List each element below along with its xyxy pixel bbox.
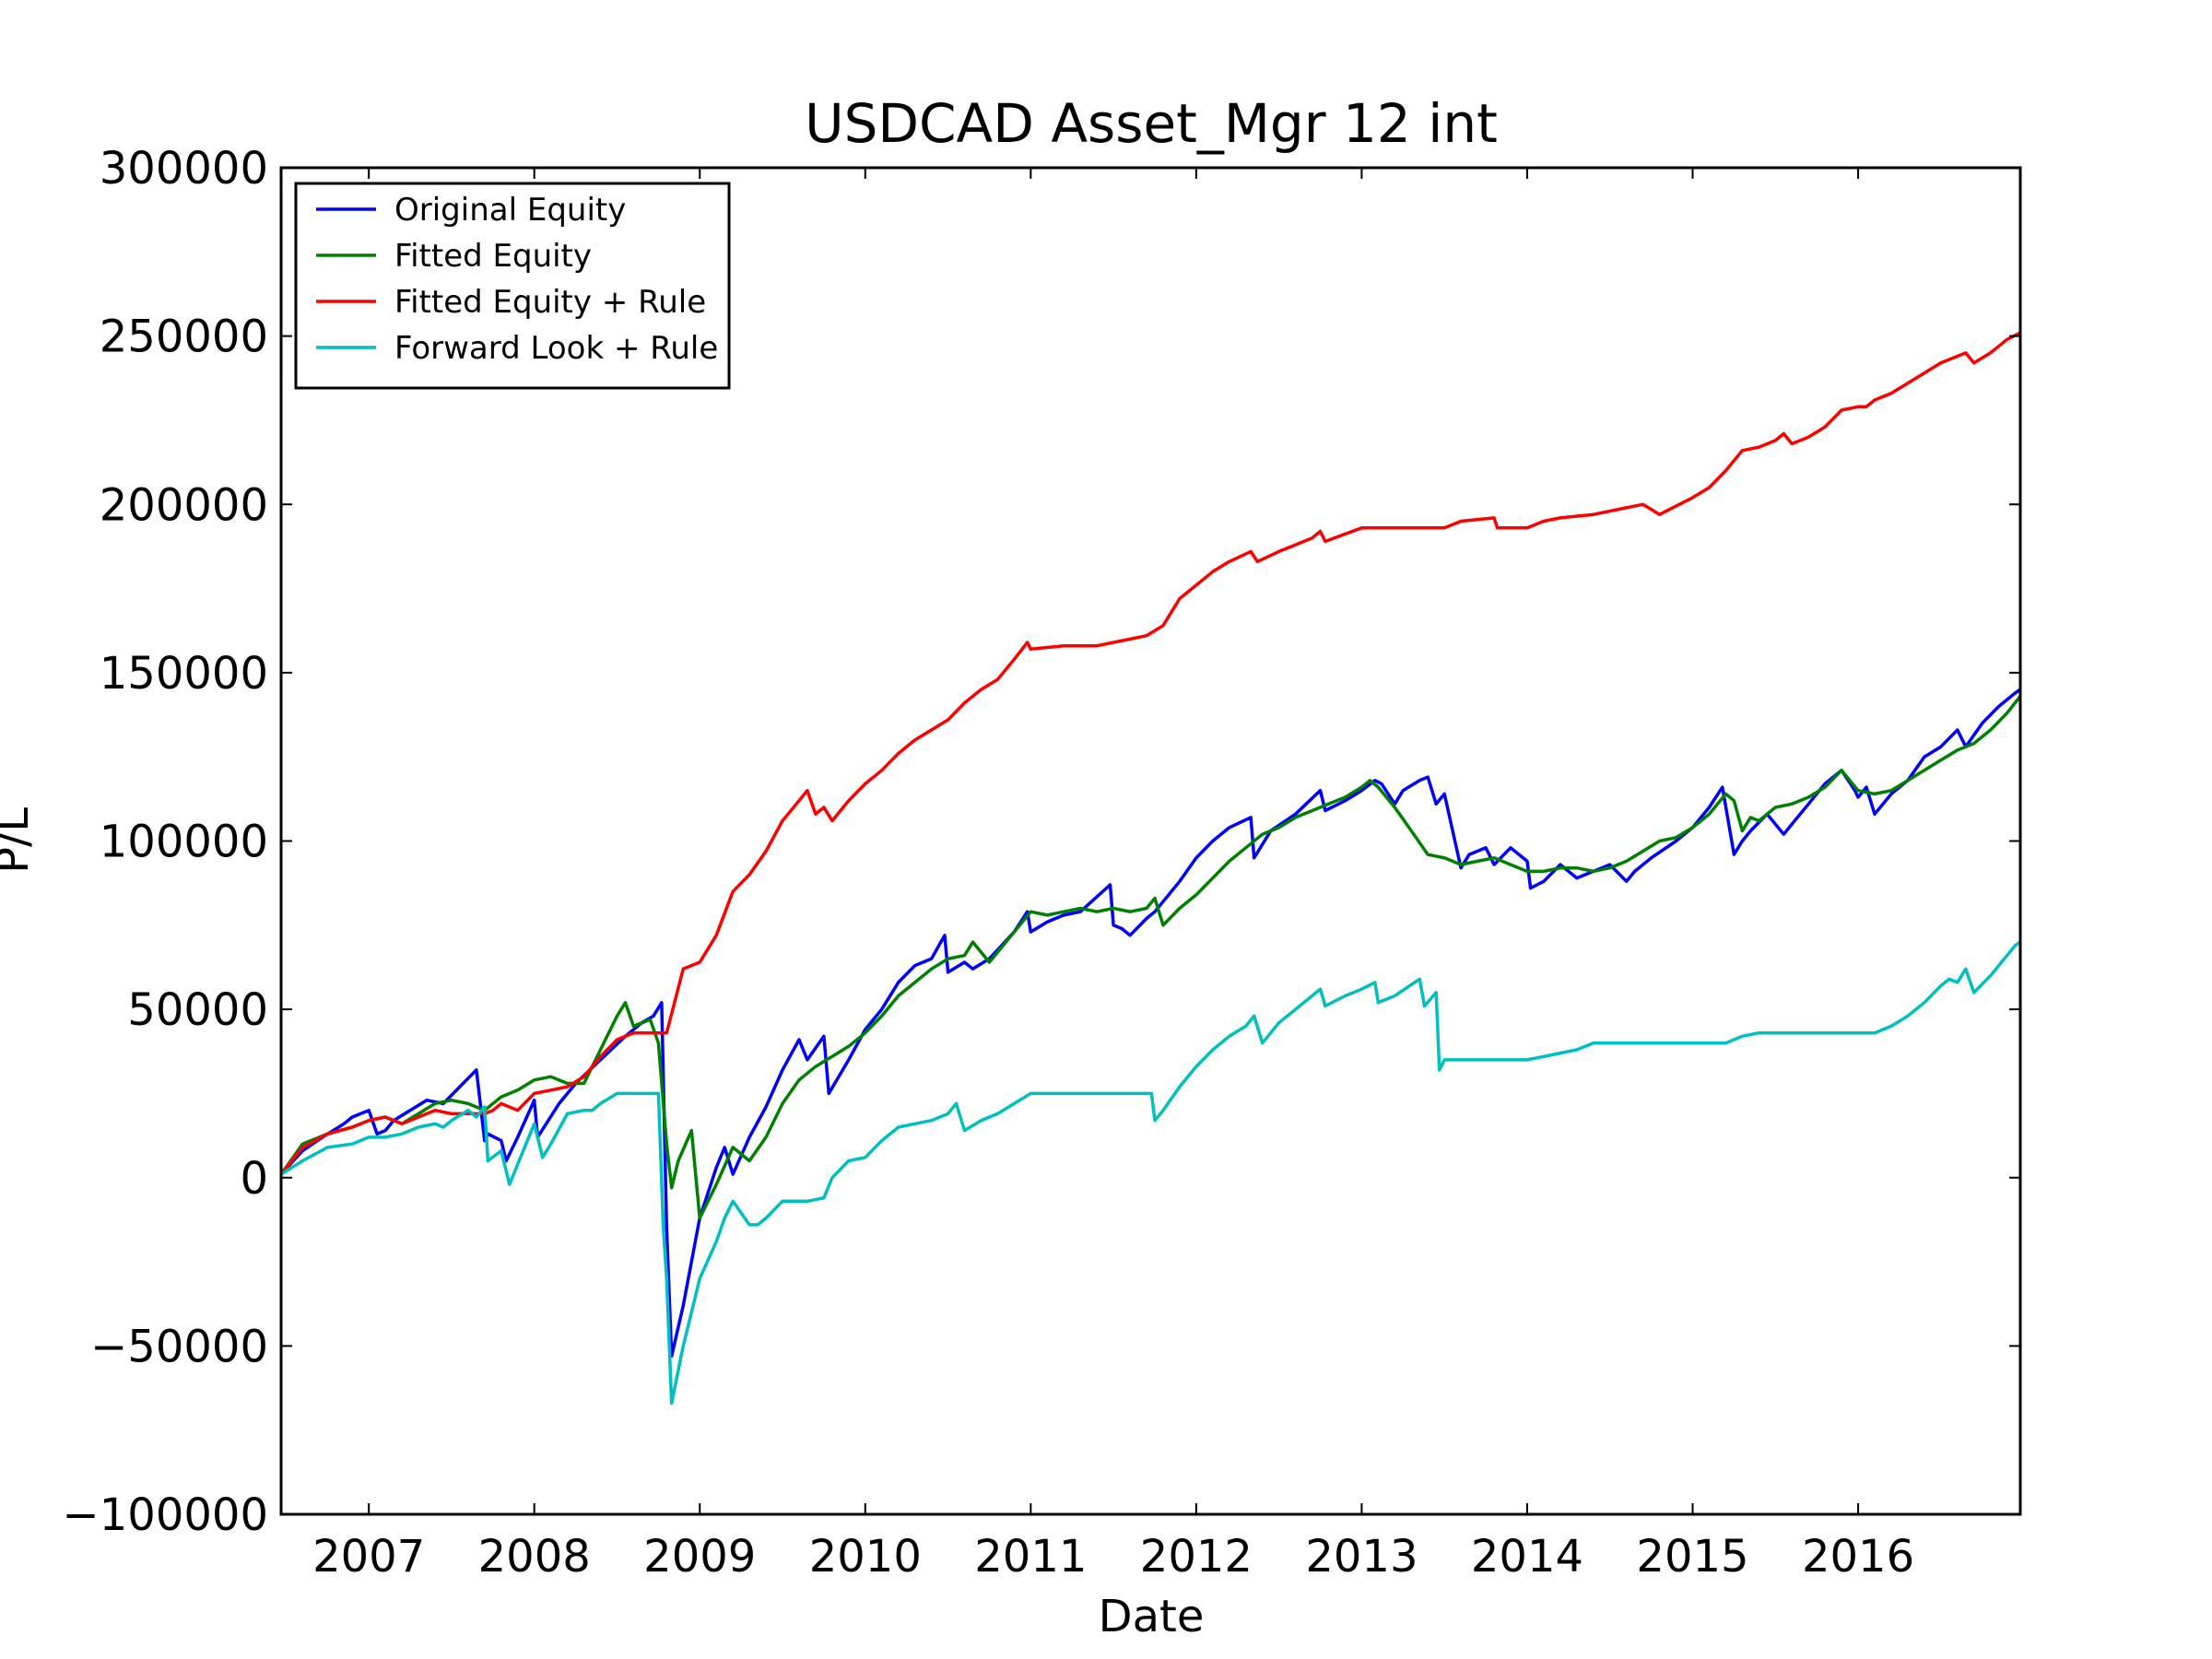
x-tick-label: 2011 <box>974 1531 1087 1583</box>
x-tick-label: 2016 <box>1802 1531 1914 1583</box>
y-tick-label: 200000 <box>100 479 268 531</box>
legend-label-1: Fitted Equity <box>394 238 592 275</box>
x-tick-label: 2008 <box>478 1531 591 1583</box>
x-tick-label: 2007 <box>312 1531 425 1583</box>
x-tick-label: 2015 <box>1636 1531 1748 1583</box>
x-tick-label: 2013 <box>1305 1531 1418 1583</box>
x-tick-label: 2009 <box>643 1531 756 1583</box>
series-line-0 <box>279 688 2021 1359</box>
legend-label-2: Fitted Equity + Rule <box>394 284 706 321</box>
x-ticks: 2007 2008 2009 2010 2011 2012 2013 2014 2015 2016 <box>312 168 1914 1583</box>
y-ticks: −100000 −50000 0 50000 100000 150000 200000 250… <box>63 143 2020 1541</box>
x-tick-label: 2014 <box>1471 1531 1583 1583</box>
y-tick-label: 150000 <box>100 648 268 700</box>
chart-title: USDCAD Asset_Mgr 12 int <box>805 92 1498 155</box>
series-line-3 <box>280 940 2021 1406</box>
y-tick-label: 100000 <box>100 817 268 868</box>
y-tick-label: 0 <box>240 1153 268 1205</box>
y-tick-label: −50000 <box>90 1321 268 1372</box>
x-tick-label: 2010 <box>809 1531 922 1583</box>
y-tick-label: 50000 <box>127 984 268 1036</box>
x-tick-label: 2012 <box>1140 1531 1253 1583</box>
x-axis-label: Date <box>1099 1591 1205 1642</box>
legend-box <box>294 182 731 390</box>
y-axis-label: P/L <box>0 807 39 874</box>
y-tick-label: 250000 <box>100 312 268 363</box>
legend-label-0: Original Equity <box>394 192 626 229</box>
series-line-1 <box>279 695 2022 1220</box>
y-tick-label: −100000 <box>63 1489 268 1541</box>
series-line-2 <box>279 331 2021 1176</box>
legend: Original Equity Fitted Equity Fitted Equit… <box>294 182 731 390</box>
y-tick-label: 300000 <box>100 143 268 194</box>
series-lines <box>279 331 2022 1406</box>
legend-label-3: Forward Look + Rule <box>394 330 718 367</box>
